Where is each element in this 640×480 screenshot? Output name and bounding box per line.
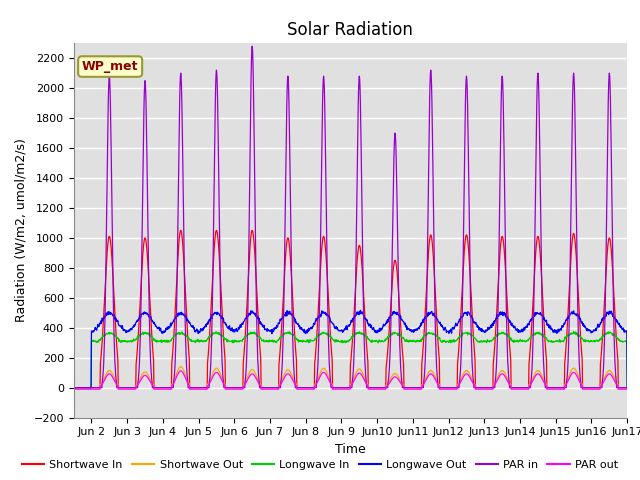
Y-axis label: Radiation (W/m2, umol/m2/s): Radiation (W/m2, umol/m2/s)	[15, 138, 28, 323]
X-axis label: Time: Time	[335, 443, 366, 456]
Title: Solar Radiation: Solar Radiation	[287, 21, 413, 39]
Text: WP_met: WP_met	[82, 60, 138, 73]
Legend: Shortwave In, Shortwave Out, Longwave In, Longwave Out, PAR in, PAR out: Shortwave In, Shortwave Out, Longwave In…	[17, 456, 623, 474]
